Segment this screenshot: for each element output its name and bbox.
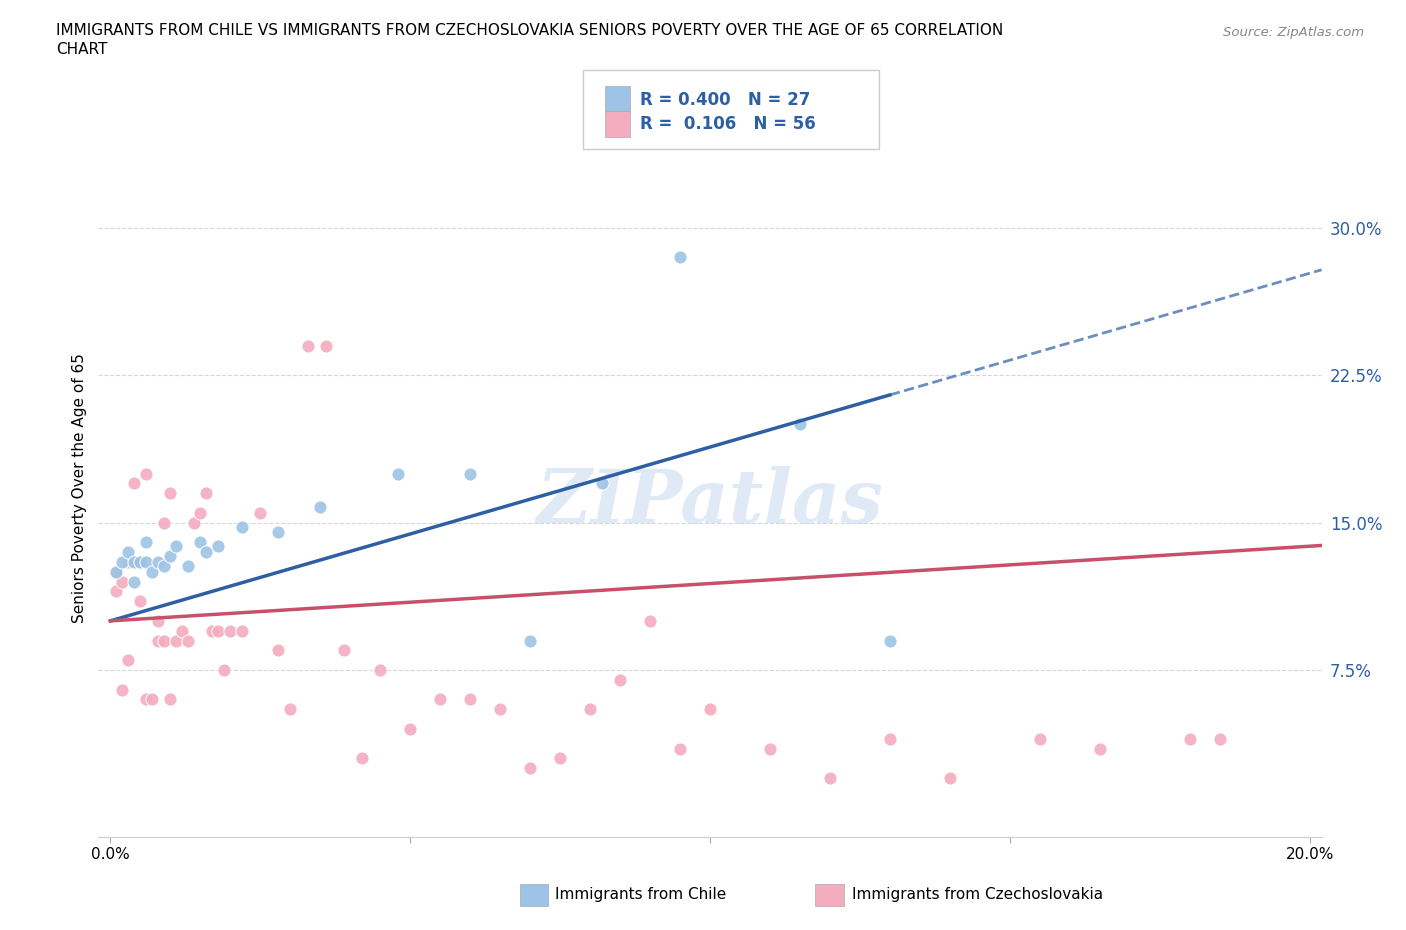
Text: R = 0.400   N = 27: R = 0.400 N = 27 (640, 90, 810, 109)
Point (458, 692, 481, 707)
Point (879, 731, 901, 746)
Point (429, 692, 451, 707)
Point (148, 554, 170, 569)
Point (207, 623, 229, 638)
Point (1178, 731, 1201, 746)
Point (231, 519, 253, 534)
Point (759, 741, 782, 756)
Point (153, 558, 176, 573)
Point (111, 683, 134, 698)
Point (129, 554, 152, 569)
Point (939, 771, 962, 786)
Point (105, 565, 128, 579)
Point (117, 545, 139, 560)
Point (129, 593, 152, 608)
Point (231, 623, 253, 638)
Point (165, 633, 187, 648)
Point (638, 614, 661, 629)
Point (141, 692, 163, 707)
Text: IMMIGRANTS FROM CHILE VS IMMIGRANTS FROM CZECHOSLOVAKIA SENIORS POVERTY OVER THE: IMMIGRANTS FROM CHILE VS IMMIGRANTS FROM… (56, 23, 1004, 38)
Point (352, 751, 374, 765)
Point (278, 702, 301, 717)
Point (214, 662, 236, 677)
Point (188, 505, 211, 520)
Point (177, 558, 200, 573)
Point (159, 549, 181, 564)
Point (519, 633, 541, 648)
Point (309, 499, 332, 514)
Point (489, 702, 512, 717)
Point (111, 574, 134, 589)
Point (117, 653, 139, 668)
Point (399, 722, 422, 737)
Point (105, 565, 128, 579)
Point (201, 623, 224, 638)
Point (591, 476, 613, 491)
Point (458, 466, 481, 481)
Text: Immigrants from Chile: Immigrants from Chile (555, 887, 727, 902)
Text: CHART: CHART (56, 42, 108, 57)
Point (1029, 731, 1052, 746)
Point (129, 554, 152, 569)
Point (387, 466, 409, 481)
Point (124, 554, 146, 569)
Point (141, 565, 163, 579)
Point (219, 623, 242, 638)
Text: R =  0.106   N = 56: R = 0.106 N = 56 (640, 114, 815, 133)
Point (117, 554, 139, 569)
Point (153, 515, 176, 530)
Point (548, 751, 571, 765)
Point (315, 339, 337, 353)
Point (183, 515, 205, 530)
Point (579, 702, 602, 717)
Point (699, 702, 721, 717)
Point (111, 554, 134, 569)
Point (249, 505, 271, 520)
Text: Immigrants from Czechoslovakia: Immigrants from Czechoslovakia (852, 887, 1104, 902)
Point (159, 485, 181, 500)
Point (297, 339, 319, 353)
Point (789, 417, 811, 432)
Point (609, 672, 631, 687)
Text: ZIPatlas: ZIPatlas (537, 466, 883, 538)
Point (267, 525, 290, 540)
Point (148, 614, 170, 629)
Point (207, 538, 229, 553)
Point (188, 535, 211, 550)
Point (368, 662, 391, 677)
Point (1088, 741, 1111, 756)
Text: Source: ZipAtlas.com: Source: ZipAtlas.com (1223, 26, 1364, 39)
Point (105, 584, 128, 599)
Point (135, 692, 157, 707)
Point (135, 466, 157, 481)
Point (195, 545, 218, 560)
Point (195, 485, 218, 500)
Point (124, 476, 146, 491)
Point (519, 761, 541, 776)
Point (153, 633, 176, 648)
Point (135, 554, 157, 569)
Point (124, 574, 146, 589)
Point (165, 538, 187, 553)
Point (879, 633, 901, 648)
Point (818, 771, 841, 786)
Point (669, 250, 692, 265)
Point (669, 741, 692, 756)
Point (177, 633, 200, 648)
Point (172, 623, 194, 638)
Point (159, 692, 181, 707)
Y-axis label: Seniors Poverty Over the Age of 65: Seniors Poverty Over the Age of 65 (72, 353, 87, 623)
Point (135, 535, 157, 550)
Point (148, 633, 170, 648)
Point (267, 643, 290, 658)
Point (1208, 731, 1230, 746)
Point (333, 643, 356, 658)
